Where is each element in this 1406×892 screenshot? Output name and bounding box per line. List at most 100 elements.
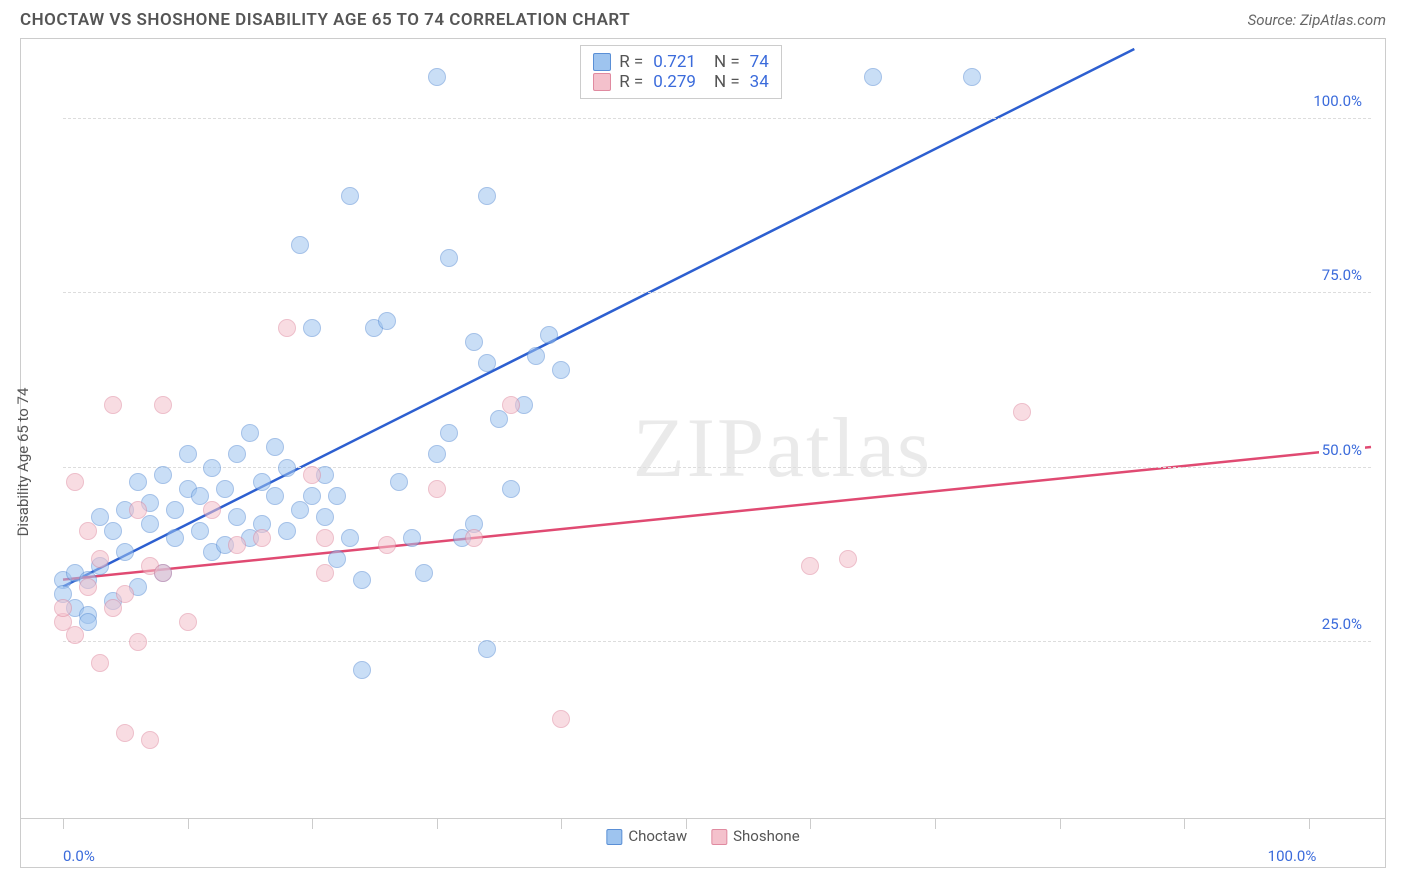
x-tick (686, 819, 687, 829)
x-tick (1309, 819, 1310, 829)
data-point (253, 529, 271, 547)
legend-r-label: R = (619, 72, 643, 92)
data-point (104, 396, 122, 414)
data-point (1013, 403, 1031, 421)
data-point (191, 522, 209, 540)
data-point (278, 522, 296, 540)
data-point (166, 529, 184, 547)
legend-n-value: 74 (750, 52, 769, 72)
data-point (241, 424, 259, 442)
data-point (141, 515, 159, 533)
correlation-legend: R =0.721N =74R =0.279N =34 (580, 45, 782, 99)
data-point (328, 487, 346, 505)
data-point (129, 473, 147, 491)
data-point (801, 557, 819, 575)
data-point (91, 654, 109, 672)
data-point (303, 319, 321, 337)
data-point (527, 347, 545, 365)
data-point (303, 487, 321, 505)
data-point (428, 68, 446, 86)
data-point (478, 354, 496, 372)
legend-item: Shoshone (711, 827, 800, 845)
data-point (129, 501, 147, 519)
data-point (116, 543, 134, 561)
data-point (228, 445, 246, 463)
data-point (228, 536, 246, 554)
data-point (203, 459, 221, 477)
x-tick-label-max: 100.0% (1268, 847, 1317, 865)
x-tick (810, 819, 811, 829)
data-point (79, 578, 97, 596)
data-point (963, 68, 981, 86)
gridline (63, 292, 1371, 293)
chart-header: CHOCTAW VS SHOSHONE DISABILITY AGE 65 TO… (0, 0, 1406, 38)
data-point (552, 361, 570, 379)
gridline (63, 118, 1371, 119)
data-point (465, 529, 483, 547)
legend-row: R =0.279N =34 (593, 72, 769, 92)
data-point (116, 585, 134, 603)
data-point (341, 187, 359, 205)
legend-swatch (593, 53, 611, 71)
chart-title: CHOCTAW VS SHOSHONE DISABILITY AGE 65 TO… (20, 10, 630, 30)
data-point (291, 501, 309, 519)
data-point (154, 396, 172, 414)
data-point (390, 473, 408, 491)
data-point (316, 529, 334, 547)
legend-n-label: N = (714, 52, 740, 72)
data-point (353, 571, 371, 589)
x-tick (312, 819, 313, 829)
data-point (104, 522, 122, 540)
series-legend: ChoctawShoshone (606, 827, 799, 845)
data-point (79, 522, 97, 540)
data-point (839, 550, 857, 568)
data-point (179, 613, 197, 631)
legend-r-value: 0.721 (653, 52, 696, 72)
data-point (502, 396, 520, 414)
data-point (403, 529, 421, 547)
data-point (428, 480, 446, 498)
x-axis-line (21, 818, 1385, 819)
data-point (316, 508, 334, 526)
data-point (378, 536, 396, 554)
data-point (540, 326, 558, 344)
data-point (278, 459, 296, 477)
data-point (66, 626, 84, 644)
data-point (66, 473, 84, 491)
data-point (141, 731, 159, 749)
legend-swatch (606, 829, 622, 845)
x-tick (561, 819, 562, 829)
trend-lines (63, 49, 1371, 817)
legend-label: Shoshone (733, 827, 800, 845)
data-point (415, 564, 433, 582)
y-tick-label: 75.0% (1319, 266, 1365, 284)
data-point (328, 550, 346, 568)
x-tick (935, 819, 936, 829)
data-point (54, 599, 72, 617)
data-point (228, 508, 246, 526)
data-point (490, 410, 508, 428)
gridline (63, 467, 1371, 468)
x-tick (63, 819, 64, 829)
data-point (864, 68, 882, 86)
x-tick (1184, 819, 1185, 829)
data-point (291, 236, 309, 254)
legend-swatch (593, 73, 611, 91)
data-point (316, 564, 334, 582)
gridline (63, 641, 1371, 642)
data-point (266, 438, 284, 456)
data-point (179, 445, 197, 463)
legend-n-value: 34 (750, 72, 769, 92)
data-point (203, 501, 221, 519)
data-point (341, 529, 359, 547)
data-point (502, 480, 520, 498)
trend-line (63, 49, 1134, 587)
source-label: Source: ZipAtlas.com (1248, 11, 1386, 29)
legend-row: R =0.721N =74 (593, 52, 769, 72)
data-point (552, 710, 570, 728)
data-point (216, 480, 234, 498)
data-point (440, 249, 458, 267)
legend-r-value: 0.279 (653, 72, 696, 92)
plot-area: ZIPatlas 25.0%50.0%75.0%100.0% (63, 49, 1371, 817)
data-point (440, 424, 458, 442)
